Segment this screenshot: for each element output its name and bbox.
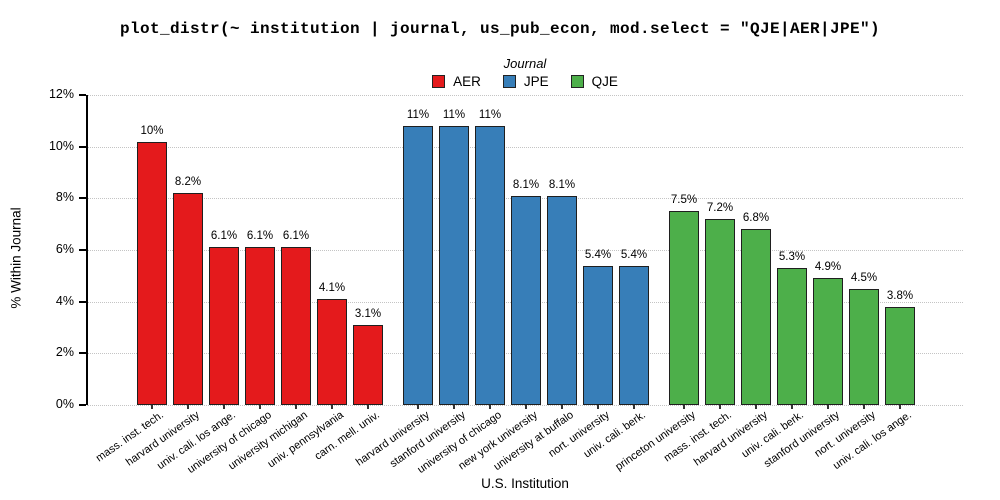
bar-jpe-3: [511, 195, 541, 405]
y-tick-6: [79, 249, 86, 251]
x-tick: [223, 405, 225, 409]
legend-label: QJE: [591, 74, 618, 89]
bar-qje-1: [705, 219, 735, 405]
x-tick: [367, 405, 369, 409]
bar-jpe-2: [475, 126, 505, 405]
bar-qje-3: [777, 268, 807, 405]
x-tick: [633, 405, 635, 409]
bar-value-label: 3.8%: [886, 289, 914, 302]
legend-item-jpe: JPE: [502, 74, 549, 89]
x-tick: [755, 405, 757, 409]
bar-jpe-4: [547, 195, 577, 405]
bar-value-label: 11%: [478, 109, 502, 121]
x-tick: [863, 405, 865, 409]
bar-aer-3: [245, 247, 275, 405]
y-tick-4: [79, 300, 86, 303]
legend-item-aer: AER: [432, 74, 481, 89]
y-tick-label: 4%: [55, 293, 74, 308]
x-tick: [489, 405, 491, 409]
bar-qje-0: [669, 211, 699, 405]
bar-qje-5: [849, 288, 879, 405]
x-tick: [561, 405, 563, 409]
x-tick: [827, 405, 829, 409]
gridline-0: [87, 405, 963, 406]
y-tick-label: 8%: [55, 190, 74, 205]
bar-jpe-6: [619, 265, 649, 405]
bar-qje-6: [885, 306, 915, 405]
bar-value-label: 3.1%: [354, 307, 382, 320]
bar-value-label: 10%: [140, 124, 164, 137]
x-tick: [417, 405, 419, 409]
legend-title: Journal: [503, 56, 547, 71]
bar-value-label: 8.1%: [548, 178, 576, 191]
y-tick-2: [79, 352, 86, 355]
chart-title: plot_distr(~ institution | journal, us_p…: [119, 20, 881, 38]
legend-swatch-icon: [570, 75, 584, 88]
legend-swatch-icon: [502, 75, 516, 88]
y-axis-line: [85, 95, 88, 405]
bar-value-label: 11%: [442, 109, 466, 121]
bar-value-label: 6.1%: [246, 230, 274, 243]
x-tick: [151, 405, 153, 409]
x-tick: [525, 405, 527, 409]
x-tick: [899, 405, 901, 409]
y-tick-0: [79, 404, 86, 406]
bar-value-label: 6.8%: [742, 212, 770, 225]
y-tick-10: [79, 145, 86, 148]
y-tick-label: 0%: [55, 397, 74, 411]
x-tick: [719, 405, 721, 409]
legend-label: JPE: [523, 74, 549, 89]
bar-jpe-5: [583, 265, 613, 405]
y-tick-label: 6%: [55, 242, 74, 256]
x-tick: [295, 405, 297, 409]
bar-value-label: 5.4%: [620, 248, 648, 261]
bar-value-label: 8.1%: [512, 178, 540, 191]
x-tick: [597, 405, 599, 409]
y-tick-label: 10%: [48, 138, 74, 153]
bar-value-label: 6.1%: [282, 230, 310, 243]
bar-value-label: 7.5%: [670, 194, 698, 207]
legend-swatch-icon: [432, 75, 446, 88]
legend-item-qje: QJE: [570, 74, 618, 89]
y-tick-8: [79, 197, 86, 200]
bar-jpe-1: [439, 126, 469, 405]
y-tick-label: 2%: [55, 345, 74, 360]
bar-value-label: 7.2%: [706, 202, 734, 214]
bar-value-label: 8.2%: [174, 176, 202, 189]
x-tick: [331, 405, 333, 409]
x-tick: [791, 405, 793, 409]
bar-aer-6: [353, 324, 383, 405]
x-tick: [453, 405, 455, 409]
x-tick: [259, 405, 261, 409]
bar-aer-2: [209, 247, 239, 405]
bar-value-label: 5.3%: [778, 251, 806, 264]
bar-value-label: 11%: [406, 109, 430, 121]
x-tick: [683, 405, 685, 409]
bar-aer-0: [137, 141, 167, 405]
legend-items: AER JPE QJE: [87, 74, 963, 89]
bar-aer-5: [317, 299, 347, 405]
bar-qje-4: [813, 278, 843, 405]
bar-value-label: 5.4%: [584, 248, 612, 261]
bar-value-label: 4.9%: [814, 261, 842, 274]
gridline-10: [87, 146, 963, 148]
bar-qje-2: [741, 229, 771, 405]
y-tick-12: [79, 94, 86, 96]
gridline-12: [87, 95, 963, 96]
bar-value-label: 4.5%: [850, 271, 878, 284]
bar-value-label: 6.1%: [210, 230, 238, 243]
x-axis-title: U.S. Institution: [481, 476, 569, 491]
x-tick: [187, 405, 189, 409]
legend-label: AER: [453, 74, 481, 89]
bar-value-label: 4.1%: [318, 282, 346, 295]
bar-jpe-0: [403, 126, 433, 405]
bar-aer-4: [281, 247, 311, 405]
y-tick-label: 12%: [48, 87, 74, 101]
legend: Journal AER JPE QJE: [87, 56, 963, 89]
bar-aer-1: [173, 193, 203, 405]
